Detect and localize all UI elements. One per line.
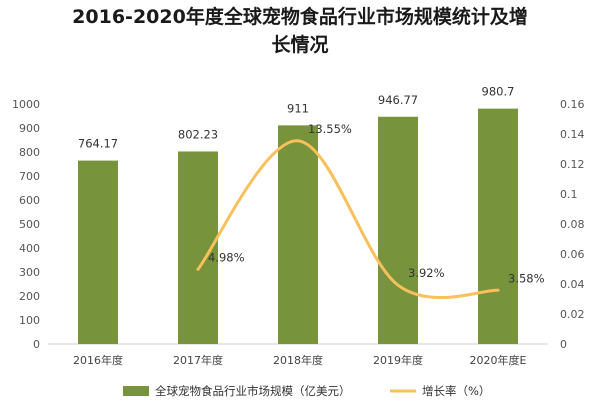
x-tick-label: 2019年度 xyxy=(373,353,423,367)
y-right-tick-label: 0.12 xyxy=(560,158,585,171)
bar-value-label: 911 xyxy=(287,101,309,115)
y-left-tick-label: 100 xyxy=(19,314,40,327)
x-tick-label: 2020年度E xyxy=(470,353,527,367)
y-left-tick-label: 700 xyxy=(19,170,40,183)
growth-line xyxy=(196,139,500,300)
y-left-tick-label: 600 xyxy=(19,194,40,207)
y-left-tick-label: 300 xyxy=(19,266,40,279)
y-right-tick-label: 0.02 xyxy=(560,308,585,321)
x-tick-label: 2017年度 xyxy=(173,353,223,367)
y-left-tick-label: 400 xyxy=(19,242,40,255)
growth-line-series xyxy=(196,139,500,300)
chart-title-line-2: 长情况 xyxy=(271,34,329,56)
legend-bar-swatch xyxy=(123,386,149,396)
y-right-tick-label: 0.16 xyxy=(560,98,585,111)
y-right-tick-label: 0.06 xyxy=(560,248,585,261)
legend-line-label: 增长率（%） xyxy=(422,384,490,398)
legend-bar-label: 全球宠物食品行业市场规模（亿美元） xyxy=(155,384,351,398)
data-labels: 764.17 802.23 911 946.77 980.7 4.98% 13.55% 3.9… xyxy=(78,85,545,286)
bar xyxy=(478,108,518,344)
y-left-tick-label: 800 xyxy=(19,146,40,159)
x-tick-label: 2016年度 xyxy=(73,353,123,367)
y-right-tick-label: 0 xyxy=(560,338,567,351)
y-right-tick-label: 0.08 xyxy=(560,218,585,231)
y-left-tick-label: 200 xyxy=(19,290,40,303)
y-left-tick-label: 900 xyxy=(19,122,40,135)
bar-series xyxy=(78,108,518,344)
y-left-tick-label: 1000 xyxy=(12,98,40,111)
growth-value-label: 4.98% xyxy=(208,250,245,264)
y-right-tick-label: 0.14 xyxy=(560,128,585,141)
y-left-tick-label: 0 xyxy=(33,338,40,351)
legend: 全球宠物食品行业市场规模（亿美元） 增长率（%） xyxy=(123,384,490,398)
growth-value-label: 3.92% xyxy=(408,266,445,280)
bar xyxy=(378,116,418,344)
bar xyxy=(78,160,118,344)
y-left-tick-label: 500 xyxy=(19,218,40,231)
y-right-tick-label: 0.04 xyxy=(560,278,585,291)
y-right-tick-label: 0.1 xyxy=(560,188,578,201)
axes: 0 100 200 300 400 500 600 700 800 900 1000 0 0.02 0.0… xyxy=(12,98,585,367)
growth-value-label: 13.55% xyxy=(308,122,352,136)
growth-value-label: 3.58% xyxy=(508,271,545,285)
bar-value-label: 980.7 xyxy=(482,85,515,99)
bar xyxy=(278,125,318,344)
chart-title-line-1: 2016-2020年度全球宠物食品行业市场规模统计及增 xyxy=(72,6,528,28)
bar-value-label: 764.17 xyxy=(78,137,118,151)
bar-value-label: 802.23 xyxy=(178,127,218,141)
bar-value-label: 946.77 xyxy=(378,93,418,107)
x-tick-label: 2018年度 xyxy=(273,353,323,367)
